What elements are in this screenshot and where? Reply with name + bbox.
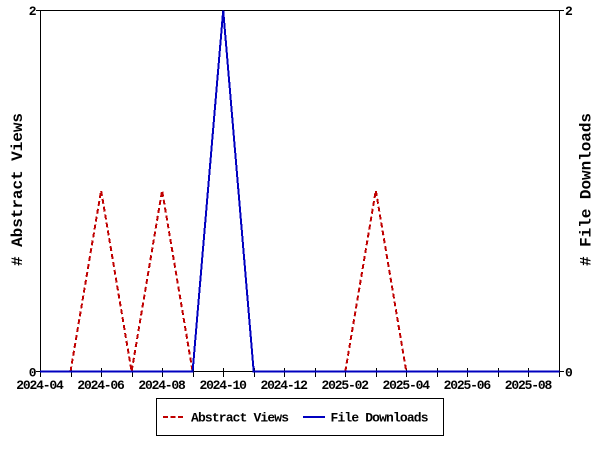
svg-text:2024-04: 2024-04 [16,378,64,393]
svg-text:2024-08: 2024-08 [138,378,186,393]
svg-text:2025-08: 2025-08 [505,378,553,393]
svg-text:2024-06: 2024-06 [77,378,125,393]
svg-text:2024-10: 2024-10 [199,378,247,393]
svg-text:File Downloads: File Downloads [331,411,429,426]
svg-text:0: 0 [29,366,37,381]
svg-text:2025-04: 2025-04 [383,378,431,393]
svg-text:2: 2 [29,4,37,19]
svg-text:Abstract Views: Abstract Views [191,411,289,426]
svg-text:# File Downloads: # File Downloads [578,113,596,266]
svg-text:2024-12: 2024-12 [260,378,308,393]
svg-text:2025-06: 2025-06 [444,378,492,393]
svg-text:2: 2 [565,4,573,19]
svg-text:# Abstract Views: # Abstract Views [9,113,27,266]
svg-text:2025-02: 2025-02 [322,378,370,393]
svg-text:0: 0 [565,366,573,381]
